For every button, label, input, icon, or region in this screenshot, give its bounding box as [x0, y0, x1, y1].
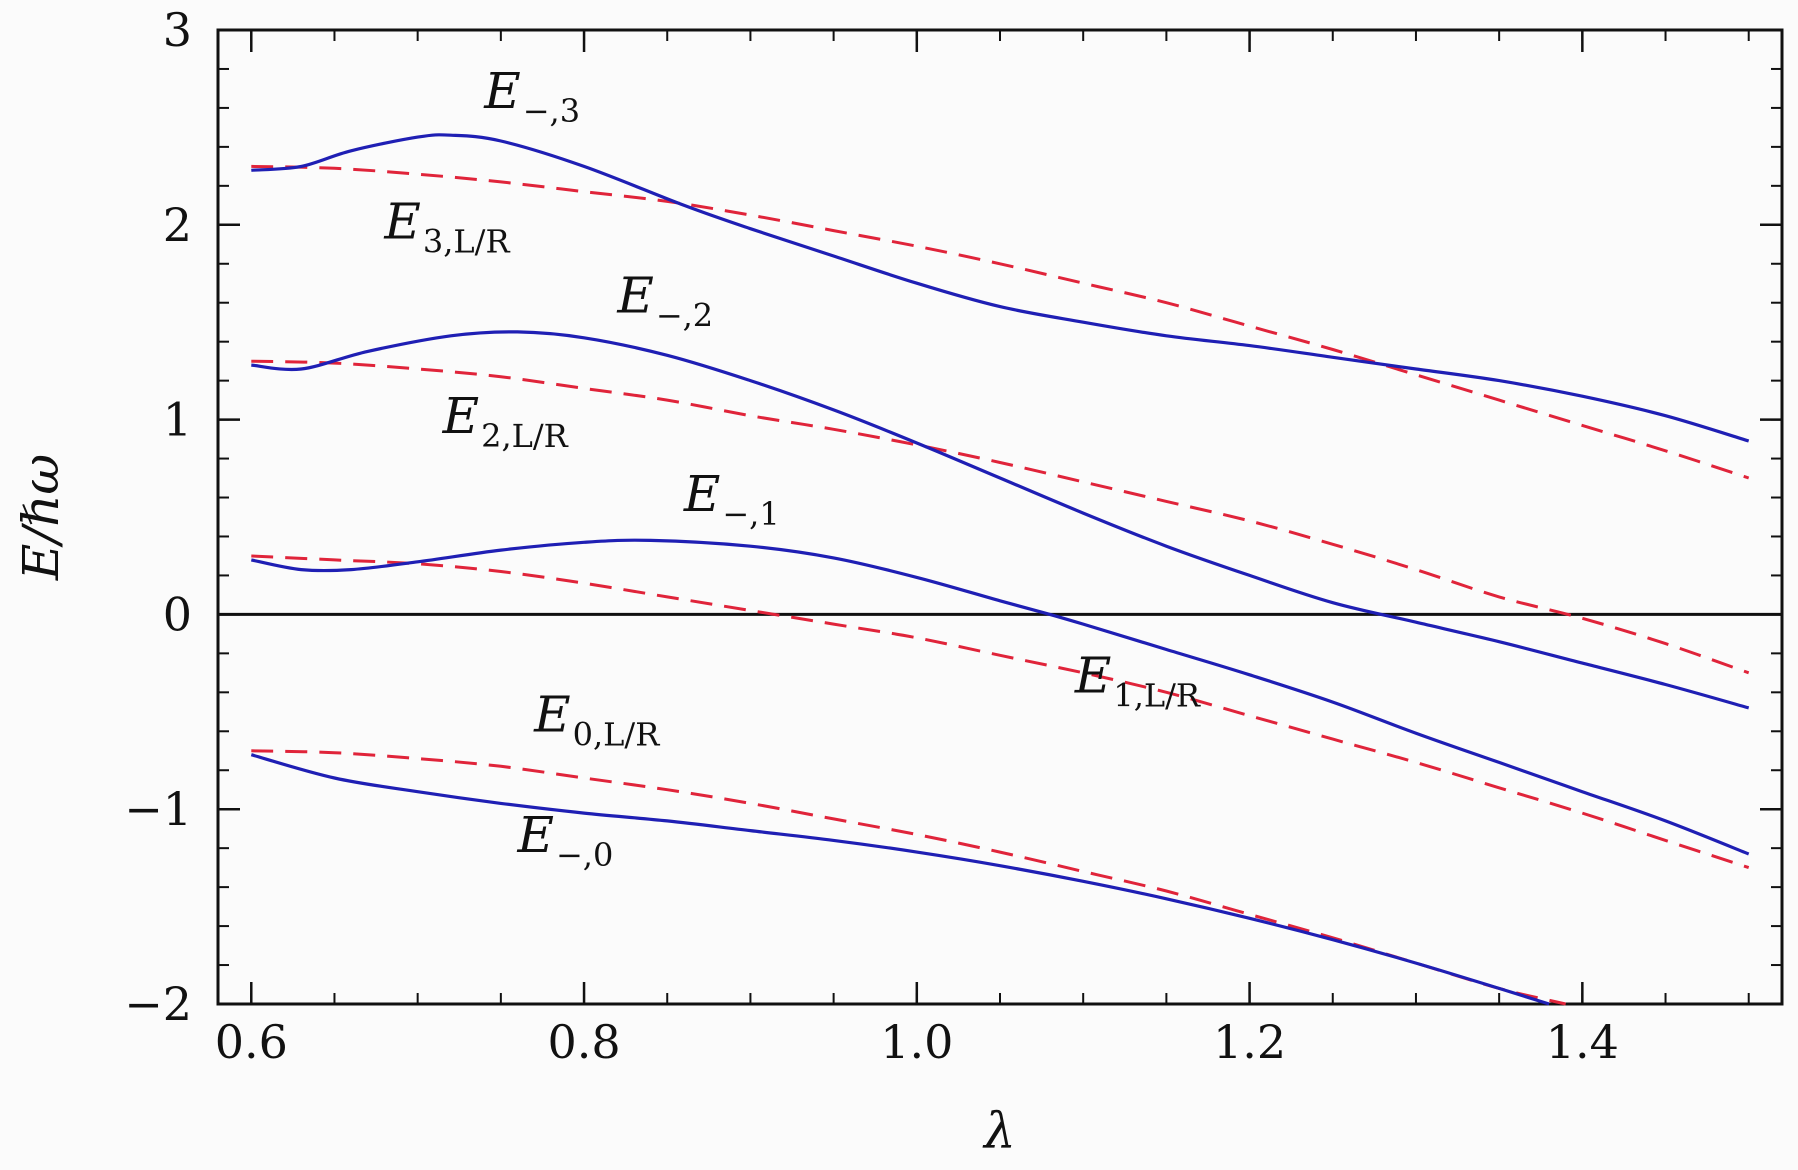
- y-tick-label: 2: [163, 198, 192, 252]
- x-axis: 0.6 0.8 1.0 1.2 1.4: [215, 30, 1750, 1069]
- curve-label: E−,3: [483, 62, 580, 130]
- curve-label: E−,1: [683, 465, 780, 533]
- x-tick-label: 0.6: [215, 1015, 288, 1069]
- curve-label: E1,L/R: [1074, 646, 1201, 714]
- series-line-E-1,L/R: [251, 554, 1750, 870]
- y-tick-label: −1: [124, 782, 192, 836]
- x-axis-title: λ: [982, 1102, 1016, 1160]
- y-tick-label: 0: [163, 587, 192, 641]
- series-line-E-2,L/R: [251, 359, 1750, 675]
- series-line-E-0,L/R: [251, 749, 1567, 1006]
- curve-label: E−,2: [616, 266, 713, 334]
- y-tick-label: 1: [163, 393, 192, 447]
- curve-labels: E−,3 E3,L/R E−,2 E2,L/R E−,1 E1,L/R E0,L/R E−,0: [383, 62, 1201, 874]
- curve-label: E2,L/R: [442, 387, 569, 455]
- y-tick-label: 3: [163, 3, 192, 57]
- x-tick-label: 1.4: [1546, 1015, 1619, 1069]
- x-tick-label: 1.0: [880, 1015, 953, 1069]
- x-tick-label: 1.2: [1213, 1015, 1286, 1069]
- x-tick-label: 0.8: [547, 1015, 620, 1069]
- series-line-E-−,2: [251, 330, 1750, 710]
- curve-label: E0,L/R: [533, 685, 660, 753]
- curve-label: E−,0: [516, 806, 613, 874]
- series-line-E-−,1: [250, 538, 1750, 856]
- series-group: [250, 133, 1750, 1006]
- y-axis: −2 −1 0 1 2 3: [124, 3, 1782, 1031]
- plot-frame: [216, 28, 1784, 1006]
- y-axis-title: E/ℏω: [12, 454, 70, 581]
- series-line-E-−,0: [250, 753, 1550, 1006]
- curve-label: E3,L/R: [383, 192, 510, 260]
- series-line-E-−,3: [251, 133, 1750, 443]
- y-tick-label: −2: [124, 977, 192, 1031]
- series-line-E-3,L/R: [251, 164, 1750, 480]
